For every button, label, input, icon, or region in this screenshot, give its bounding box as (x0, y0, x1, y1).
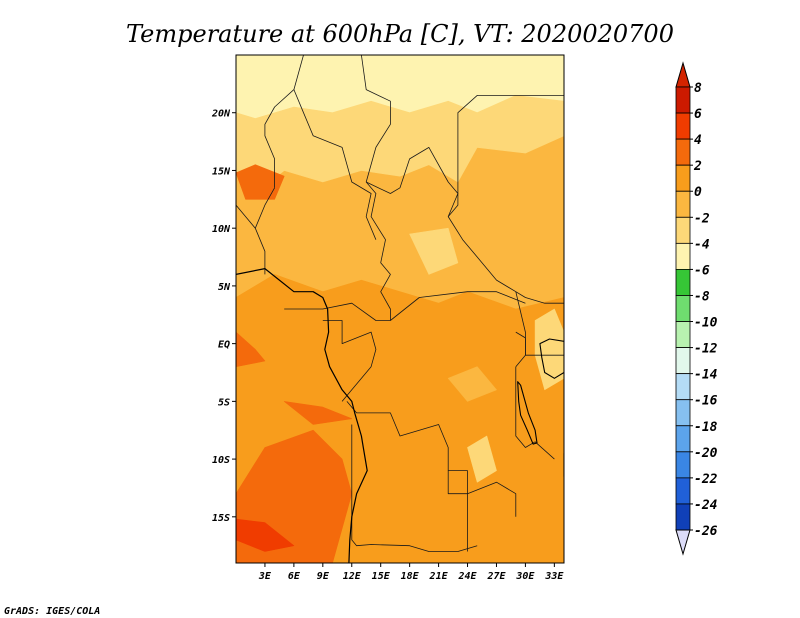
x-tick-label: 21E (429, 571, 449, 582)
colorbar-segment (675, 451, 691, 479)
country-border-5 (322, 320, 377, 402)
y-tick-label: 5N (218, 282, 231, 293)
temperature-region-8 (447, 366, 497, 402)
map-plot-area (235, 54, 565, 564)
colorbar-label: -20 (694, 446, 718, 461)
colorbar-segment (675, 216, 691, 244)
lake-0 (539, 338, 564, 379)
x-axis: 3E 6E 9E 12E 15E 18E 21E 24E 27E 30E 33E (258, 563, 564, 582)
country-border-1 (361, 55, 391, 321)
colorbar-label: 2 (693, 159, 702, 174)
y-tick-label: 15N (212, 166, 231, 177)
country-border-12 (515, 291, 526, 356)
lake-1 (517, 381, 538, 445)
colorbar-segment (675, 242, 691, 270)
colorbar-label: 6 (694, 107, 702, 122)
temperature-field (236, 55, 564, 563)
temperature-region-11 (236, 164, 285, 200)
colorbar-segment (675, 86, 691, 114)
colorbar-label: -12 (694, 342, 718, 357)
lakes (517, 338, 564, 482)
colorbar-segment (675, 112, 691, 140)
temperature-region-6 (467, 435, 497, 483)
temperature-region-3 (236, 95, 564, 194)
x-tick-label: 27E (486, 571, 506, 582)
chart-title: Temperature at 600hPa [C], VT: 202002070… (126, 20, 674, 48)
country-border-15 (293, 89, 377, 240)
y-tick-label: 10S (212, 455, 230, 466)
x-tick-label: 15E (372, 571, 391, 582)
colorbar-label: 4 (694, 133, 702, 148)
map-frame (235, 54, 565, 564)
colorbar-over-arrow (675, 61, 691, 88)
colorbar-label: -18 (694, 420, 718, 435)
temperature-region-5 (409, 227, 459, 275)
colorbar-label: -14 (694, 368, 718, 383)
x-tick-label: 3E (258, 571, 272, 582)
country-borders (236, 55, 564, 552)
colorbar-label: -4 (694, 237, 710, 252)
colorbar-segment (675, 503, 691, 531)
colorbar-label: -26 (694, 524, 718, 539)
x-tick-label: 9E (317, 571, 330, 582)
colorbar-label: -2 (694, 211, 710, 226)
y-tick-label: 5S (218, 397, 230, 408)
colorbar-label: 8 (694, 81, 702, 96)
x-tick-label: 6E (288, 571, 301, 582)
colorbar-segment (675, 373, 691, 401)
country-border-9 (515, 366, 555, 460)
colorbar-label: 0 (694, 185, 702, 200)
credit-text: GrADS: IGES/COLA (4, 606, 100, 617)
colorbar-label: -24 (694, 498, 718, 513)
colorbar-segment (675, 399, 691, 427)
temperature-region-10 (283, 401, 353, 425)
x-tick-label: 12E (343, 571, 362, 582)
y-tick-label: EQ (218, 340, 230, 351)
colorbar-segment (675, 295, 691, 322)
coastline-line (236, 268, 368, 563)
country-border-14 (236, 204, 256, 229)
colorbar-label: -16 (694, 394, 718, 409)
colorbar-segment (675, 425, 691, 453)
colorbar-segment (675, 321, 691, 348)
colorbar-label: -8 (694, 289, 710, 304)
lake-2 (563, 452, 564, 482)
country-border-7 (351, 424, 478, 552)
temperature-region-12 (236, 518, 295, 552)
colorbar-segment (675, 164, 691, 192)
y-axis: 20N 15N 10N 5N EQ 5S 10S 15S (211, 109, 236, 524)
country-border-8 (447, 470, 468, 552)
colorbar-under-arrow (675, 529, 691, 556)
country-border-4 (284, 291, 526, 321)
temperature-region-13 (236, 331, 266, 368)
country-border-6 (346, 401, 517, 517)
y-tick-label: 10N (212, 224, 231, 235)
colorbar: 8 6 4 2 0 -2 -4 -6 -8 -10 -12 -14 -16 -18 -20 -22 -24 -26 (675, 61, 718, 556)
x-tick-label: 18E (401, 571, 420, 582)
colorbar-segment (675, 138, 691, 166)
colorbar-segment (675, 269, 691, 296)
x-tick-label: 33E (544, 571, 564, 582)
x-tick-label: 24E (457, 571, 477, 582)
colorbar-label: -10 (694, 316, 718, 331)
x-tick-label: 30E (515, 571, 535, 582)
colorbar-segment (675, 477, 691, 505)
coastline (236, 268, 368, 563)
country-border-3 (447, 95, 564, 217)
colorbar-label: -6 (694, 263, 710, 278)
colorbar-label: -22 (694, 472, 718, 487)
y-tick-label: 15S (212, 513, 230, 524)
y-tick-label: 20N (211, 109, 231, 120)
colorbar-segment (675, 347, 691, 375)
colorbar-segment (675, 190, 691, 218)
